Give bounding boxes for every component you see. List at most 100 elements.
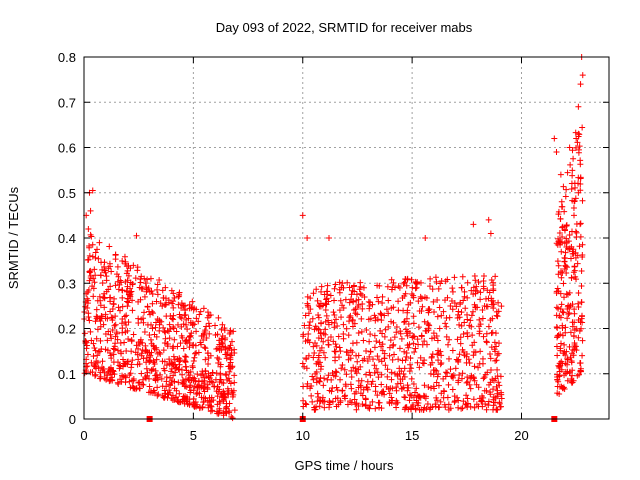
- data-point: [336, 307, 343, 314]
- data-point: [154, 291, 161, 298]
- data-point: [340, 304, 347, 311]
- data-point: [559, 322, 566, 329]
- data-point: [447, 303, 454, 310]
- data-point: [108, 314, 115, 321]
- data-point: [342, 392, 349, 399]
- data-point: [231, 346, 238, 353]
- data-point: [492, 273, 499, 280]
- data-point: [451, 274, 458, 281]
- data-point: [204, 384, 211, 391]
- data-point: [558, 301, 565, 308]
- data-point: [417, 279, 424, 286]
- data-point: [570, 269, 577, 276]
- data-point: [185, 336, 192, 343]
- data-point: [186, 400, 193, 407]
- data-point: [367, 372, 374, 379]
- data-point: [444, 294, 451, 301]
- data-point: [180, 380, 187, 387]
- data-point: [354, 304, 361, 311]
- data-point: [390, 279, 397, 286]
- data-point: [460, 398, 467, 405]
- data-point: [492, 348, 499, 355]
- data-point: [567, 329, 574, 336]
- data-point: [554, 324, 561, 331]
- data-point: [120, 363, 127, 370]
- data-point: [345, 352, 352, 359]
- data-point: [454, 336, 461, 343]
- data-point: [557, 171, 564, 178]
- data-point: [490, 399, 497, 406]
- data-point: [493, 357, 500, 364]
- data-point: [121, 253, 128, 260]
- data-point: [120, 356, 127, 363]
- data-point: [461, 352, 468, 359]
- data-point: [412, 278, 419, 285]
- data-point: [315, 354, 322, 361]
- data-point: [152, 319, 159, 326]
- data-point: [579, 72, 586, 79]
- data-point: [311, 349, 318, 356]
- data-point: [310, 354, 317, 361]
- data-point: [470, 221, 477, 228]
- data-point: [302, 312, 309, 319]
- data-point: [561, 226, 568, 233]
- data-point: [174, 398, 181, 405]
- data-point: [579, 197, 586, 204]
- data-point: [347, 398, 354, 405]
- data-point: [304, 293, 311, 300]
- data-point: [488, 277, 495, 284]
- data-point: [452, 365, 459, 372]
- data-point: [476, 323, 483, 330]
- data-point: [561, 294, 568, 301]
- data-point: [442, 373, 449, 380]
- data-point: [369, 356, 376, 363]
- data-point: [152, 367, 159, 374]
- data-point: [401, 393, 408, 400]
- data-point: [168, 377, 175, 384]
- data-point: [479, 360, 486, 367]
- data-point: [363, 384, 370, 391]
- data-point: [138, 370, 145, 377]
- data-point: [566, 309, 573, 316]
- data-point: [149, 325, 156, 332]
- data-point: [388, 286, 395, 293]
- data-point: [180, 345, 187, 352]
- data-point: [560, 280, 567, 287]
- data-point: [572, 184, 579, 191]
- data-point: [309, 398, 316, 405]
- data-point: [449, 285, 456, 292]
- data-point: [191, 383, 198, 390]
- data-point: [336, 279, 343, 286]
- data-point: [578, 283, 585, 290]
- data-point: [187, 332, 194, 339]
- data-point: [385, 310, 392, 317]
- data-point: [215, 314, 222, 321]
- data-point: [160, 394, 167, 401]
- data-point: [427, 361, 434, 368]
- data-point: [490, 301, 497, 308]
- data-point: [360, 337, 367, 344]
- y-tick-label: 0.4: [58, 231, 76, 246]
- data-point: [135, 345, 142, 352]
- data-point: [579, 337, 586, 344]
- data-point: [494, 393, 501, 400]
- data-point: [98, 313, 105, 320]
- data-point: [408, 375, 415, 382]
- data-point: [387, 337, 394, 344]
- data-point: [394, 380, 401, 387]
- data-point: [147, 311, 154, 318]
- data-point: [205, 350, 212, 357]
- data-point: [555, 235, 562, 242]
- data-point: [469, 332, 476, 339]
- y-tick-label: 0: [69, 412, 76, 427]
- data-point: [553, 288, 560, 295]
- data-point: [414, 359, 421, 366]
- data-point: [489, 406, 496, 413]
- data-point: [85, 313, 92, 320]
- data-point: [564, 315, 571, 322]
- data-point: [330, 309, 337, 316]
- data-point: [415, 402, 422, 409]
- data-point: [470, 396, 477, 403]
- data-point: [483, 330, 490, 337]
- data-point: [170, 345, 177, 352]
